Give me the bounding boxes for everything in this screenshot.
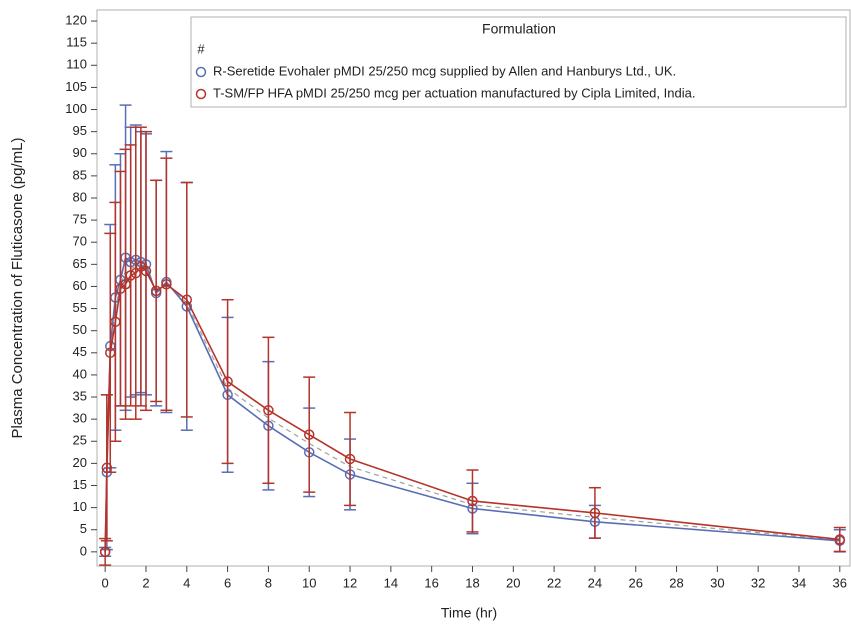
y-tick-label: 95 (73, 123, 87, 138)
x-tick-label: 0 (102, 575, 109, 590)
legend-label: # (197, 41, 205, 56)
marker (303, 429, 315, 440)
x-tick-label: 20 (506, 575, 520, 590)
marker (130, 267, 142, 279)
x-tick-label: 10 (302, 575, 316, 590)
x-tick-label: 8 (265, 575, 272, 590)
x-tick-label: 6 (224, 575, 231, 590)
y-tick-label: 0 (80, 543, 87, 558)
marker (105, 347, 116, 359)
x-tick-label: 12 (343, 575, 357, 590)
marker (467, 495, 478, 507)
legend-marker (195, 66, 207, 78)
x-tick-label: 30 (710, 575, 724, 590)
legend-label: R-Seretide Evohaler pMDI 25/250 mcg supp… (213, 63, 676, 78)
y-tick-label: 55 (73, 300, 87, 315)
y-tick-label: 100 (65, 101, 87, 116)
marker (101, 462, 113, 474)
y-tick-label: 10 (73, 499, 87, 514)
marker (161, 278, 172, 290)
x-axis-label: Time (hr) (441, 605, 497, 621)
x-tick-label: 36 (833, 575, 847, 590)
marker (834, 534, 846, 545)
marker (99, 546, 111, 558)
x-tick-label: 24 (588, 575, 602, 590)
marker (344, 453, 356, 465)
x-tick-label: 14 (384, 575, 398, 590)
series-line (104, 256, 840, 552)
y-tick-label: 110 (66, 57, 87, 72)
y-tick-label: 35 (73, 388, 87, 403)
y-tick-label: 50 (73, 322, 87, 337)
y-tick-label: 105 (65, 79, 87, 94)
series-line (104, 265, 840, 552)
marker (150, 285, 162, 297)
marker (263, 405, 274, 416)
legend-label: T-SM/FP HFA pMDI 25/250 mcg per actuatio… (213, 85, 695, 100)
y-tick-label: 85 (73, 167, 87, 182)
y-axis-label: Plasma Concentration of Fluticasone (pg/… (9, 138, 26, 439)
marker (110, 316, 121, 328)
y-tick-label: 90 (73, 145, 87, 160)
x-tick-label: 18 (465, 575, 479, 590)
x-tick-label: 32 (751, 575, 765, 590)
x-tick-label: 4 (183, 575, 190, 590)
legend-marker (195, 88, 207, 100)
y-tick-label: 120 (65, 12, 87, 27)
y-tick-label: 20 (73, 455, 87, 470)
marker (140, 265, 152, 277)
marker (125, 270, 136, 281)
x-tick-label: 26 (628, 575, 642, 590)
y-tick-label: 75 (73, 212, 87, 227)
x-tick-label: 28 (669, 575, 683, 590)
x-tick-label: 34 (792, 575, 806, 590)
x-tick-label: 16 (424, 575, 438, 590)
y-tick-label: 80 (73, 189, 87, 204)
y-tick-label: 15 (73, 477, 87, 492)
y-tick-label: 60 (73, 278, 87, 293)
marker (120, 278, 131, 290)
y-tick-label: 65 (73, 256, 87, 271)
marker (222, 376, 233, 387)
marker (181, 294, 193, 305)
y-tick-label: 5 (80, 521, 87, 536)
y-tick-label: 40 (73, 366, 87, 381)
y-tick-label: 115 (66, 35, 87, 50)
legend-title: Formulation (482, 21, 556, 37)
marker (589, 507, 601, 519)
y-tick-label: 25 (73, 433, 87, 448)
x-tick-label: 2 (142, 575, 149, 590)
y-tick-label: 45 (73, 344, 87, 359)
legend-box (190, 16, 847, 108)
plot-frame (96, 9, 851, 567)
y-tick-label: 30 (73, 411, 87, 426)
y-tick-label: 70 (73, 234, 87, 249)
x-tick-label: 22 (547, 575, 561, 590)
